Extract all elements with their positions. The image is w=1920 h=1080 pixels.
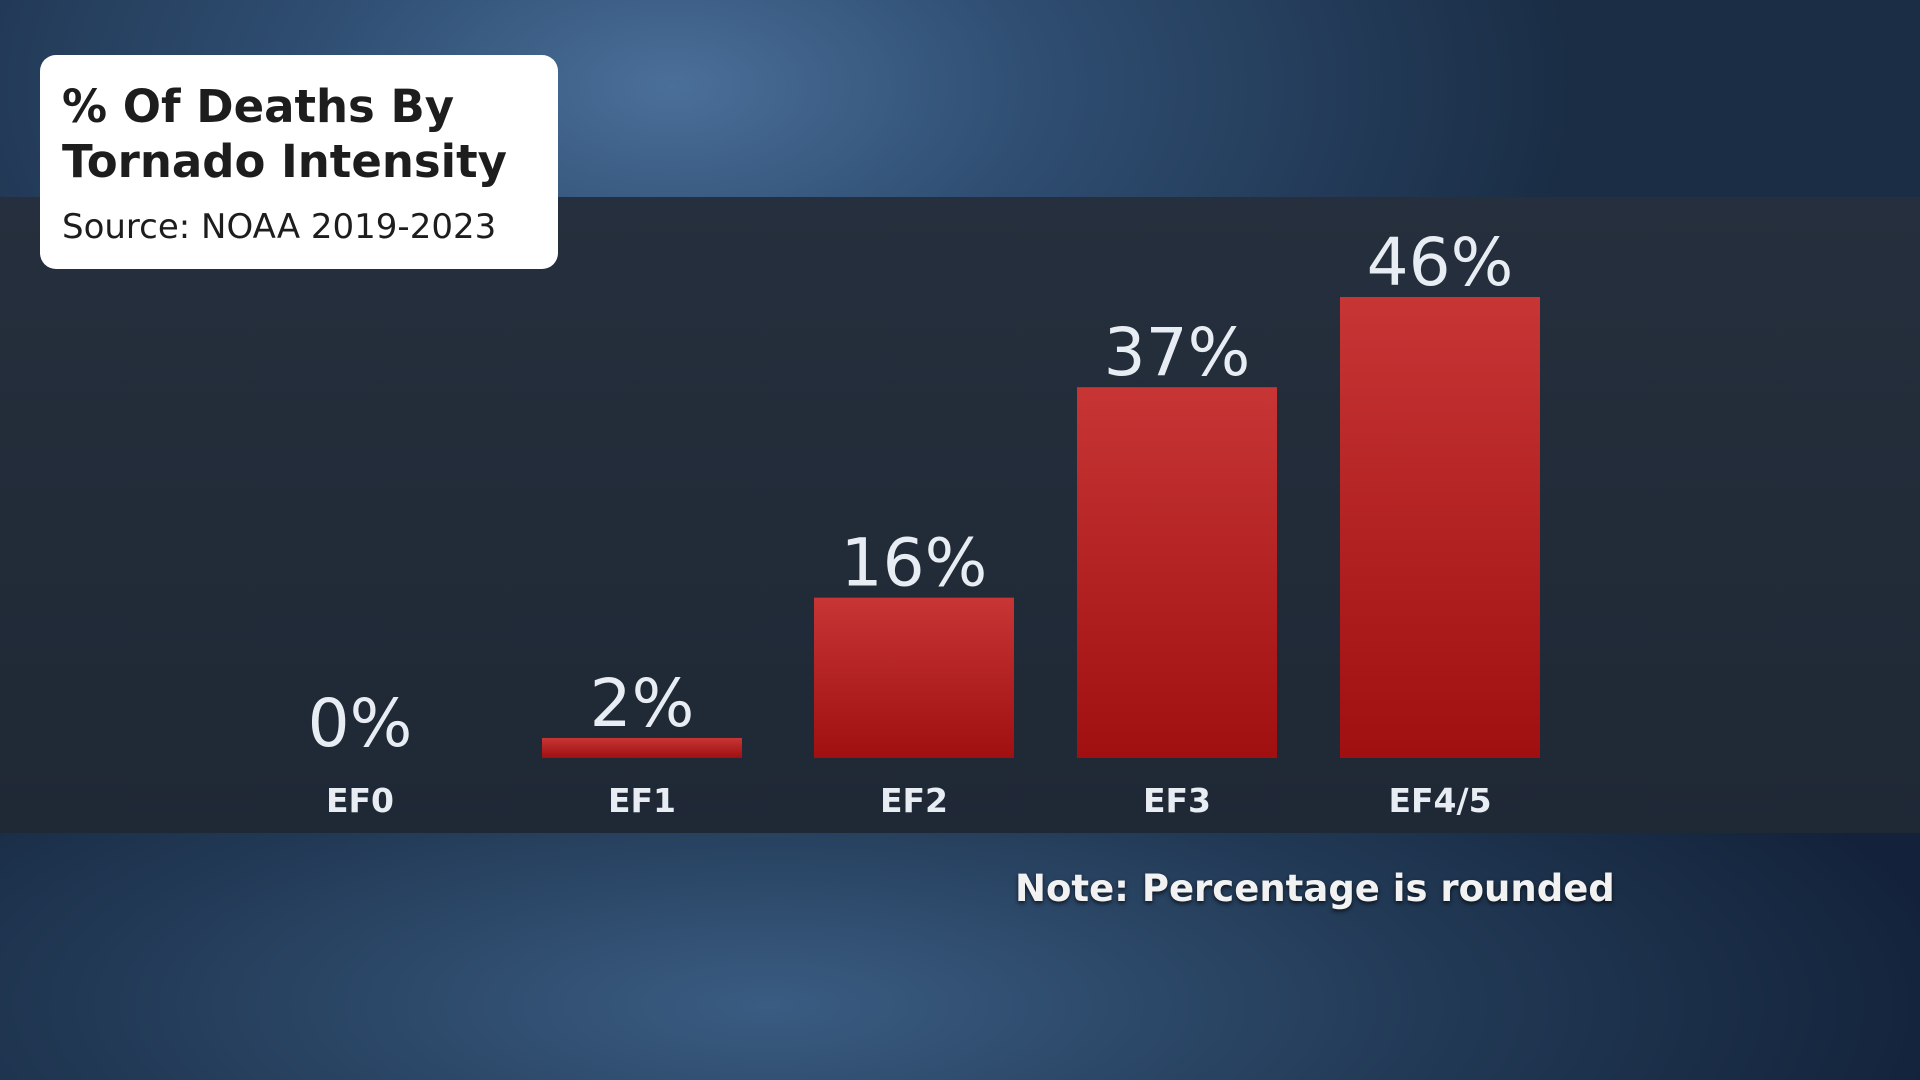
bar-ef3	[1077, 387, 1277, 758]
chart-source: Source: NOAA 2019-2023	[62, 207, 497, 247]
bar-ef4-5	[1340, 297, 1540, 758]
value-label: 46%	[1367, 224, 1514, 301]
value-label: 2%	[590, 665, 695, 742]
rounding-note: Note: Percentage is rounded	[1015, 867, 1615, 910]
category-label: EF2	[880, 781, 948, 820]
bar-ef2	[814, 597, 1014, 758]
category-label: EF1	[608, 781, 676, 820]
value-label: 0%	[308, 685, 413, 762]
value-label: 37%	[1104, 314, 1251, 391]
value-label: 16%	[841, 525, 988, 602]
category-label: EF0	[326, 781, 394, 820]
chart-title: % Of Deaths By Tornado Intensity	[62, 80, 507, 188]
bar-ef1	[542, 737, 742, 758]
title-card: % Of Deaths By Tornado Intensity Source:…	[40, 55, 558, 269]
category-label: EF4/5	[1388, 781, 1491, 820]
background-lower	[0, 833, 1920, 1080]
category-label: EF3	[1143, 781, 1211, 820]
